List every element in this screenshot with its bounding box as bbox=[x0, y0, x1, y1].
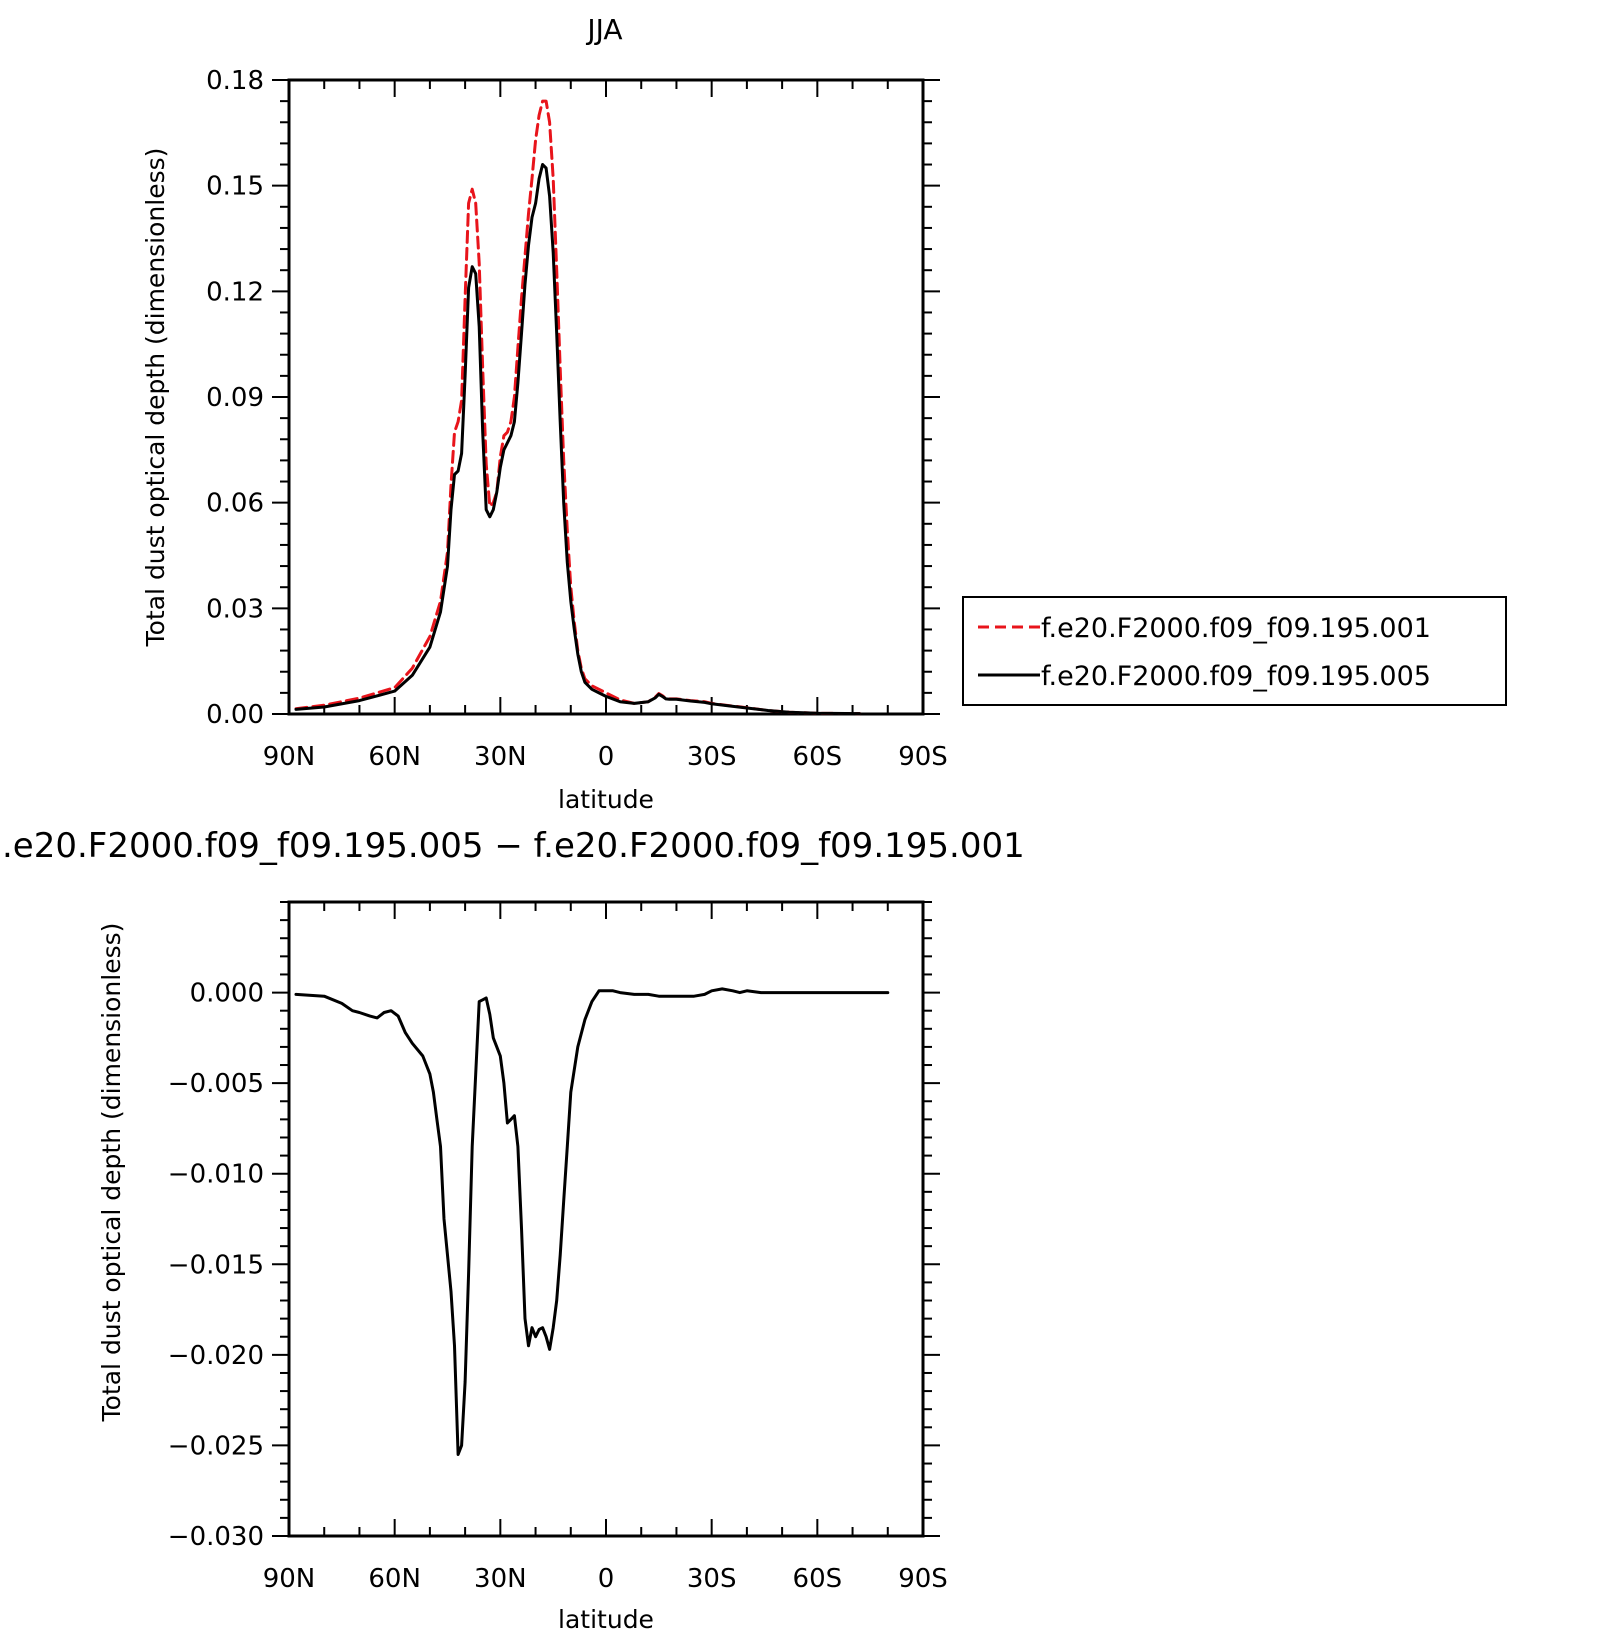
bottom-x-tick-label: 60S bbox=[793, 1564, 843, 1594]
bottom-y-tick-label: −0.030 bbox=[168, 1522, 264, 1552]
top-y-tick-label: 0.03 bbox=[206, 594, 264, 624]
bottom-x-tick-label: 0 bbox=[598, 1564, 615, 1594]
bottom-x-tick-label: 30N bbox=[474, 1564, 527, 1594]
top-series-line-2 bbox=[294, 163, 862, 716]
top-x-tick-label: 60N bbox=[368, 742, 421, 772]
legend: f.e20.F2000.f09_f09.195.001 f.e20.F2000.… bbox=[962, 596, 1507, 706]
top-panel: JJA 0.00 0.03 0.06 0.09 0.12 0.15 0.18 90N 60N 3… bbox=[141, 13, 948, 814]
top-x-tick-label: 0 bbox=[598, 742, 615, 772]
bottom-y-tick-label: −0.015 bbox=[168, 1250, 264, 1280]
top-series-line-1 bbox=[294, 99, 862, 716]
top-x-tick-label: 60S bbox=[793, 742, 843, 772]
top-y-tick-label: 0.06 bbox=[206, 489, 264, 519]
bottom-plot-frame bbox=[287, 900, 925, 1538]
top-y-tick-label: 0.18 bbox=[206, 66, 264, 96]
top-x-tick-label: 90N bbox=[263, 742, 316, 772]
top-x-tick-label: 30S bbox=[687, 742, 737, 772]
bottom-panel: .e20.F2000.f09_f09.195.005 − f.e20.F2000… bbox=[2, 826, 1025, 1634]
legend-label-001: f.e20.F2000.f09_f09.195.001 bbox=[1041, 613, 1431, 644]
bottom-x-tick-label: 60N bbox=[368, 1564, 421, 1594]
bottom-x-axis-label: latitude bbox=[558, 1605, 654, 1634]
top-y-tick-label: 0.09 bbox=[206, 383, 264, 413]
top-series-lines bbox=[294, 99, 862, 716]
top-x-axis-label: latitude bbox=[558, 785, 654, 814]
top-plot-frame bbox=[287, 78, 925, 716]
bottom-x-tick-label: 90S bbox=[898, 1564, 948, 1594]
bottom-series-line-1 bbox=[294, 987, 890, 1456]
top-x-tick-label: 30N bbox=[474, 742, 527, 772]
bottom-y-tick-label: −0.025 bbox=[168, 1431, 264, 1461]
top-y-axis-label: Total dust optical depth (dimensionless) bbox=[141, 148, 170, 648]
legend-label-005: f.e20.F2000.f09_f09.195.005 bbox=[1041, 661, 1431, 692]
bottom-y-tick-labels: 0.000 −0.005 −0.010 −0.015 −0.020 −0.025 −0.03… bbox=[168, 979, 264, 1552]
top-chart-title: JJA bbox=[585, 13, 622, 46]
top-axis-ticks bbox=[272, 79, 940, 715]
bottom-axis-ticks bbox=[272, 901, 940, 1537]
bottom-x-tick-labels: 90N 60N 30N 0 30S 60S 90S bbox=[263, 1564, 948, 1594]
top-y-tick-labels: 0.00 0.03 0.06 0.09 0.12 0.15 0.18 bbox=[206, 66, 264, 730]
legend-box bbox=[962, 596, 1507, 706]
top-y-tick-label: 0.00 bbox=[206, 700, 264, 730]
bottom-chart-title: .e20.F2000.f09_f09.195.005 − f.e20.F2000… bbox=[2, 826, 1025, 866]
bottom-y-tick-label: −0.020 bbox=[168, 1341, 264, 1371]
bottom-series-lines bbox=[294, 987, 890, 1456]
bottom-y-axis-label: Total dust optical depth (dimensionless) bbox=[97, 923, 126, 1423]
top-x-tick-labels: 90N 60N 30N 0 30S 60S 90S bbox=[263, 742, 948, 772]
bottom-y-tick-label: −0.005 bbox=[168, 1069, 264, 1099]
top-x-tick-label: 90S bbox=[898, 742, 948, 772]
bottom-x-tick-label: 30S bbox=[687, 1564, 737, 1594]
top-y-tick-label: 0.15 bbox=[206, 172, 264, 202]
top-y-tick-label: 0.12 bbox=[206, 277, 264, 307]
bottom-y-tick-label: −0.010 bbox=[168, 1160, 264, 1190]
bottom-y-tick-label: 0.000 bbox=[190, 979, 264, 1009]
bottom-x-tick-label: 90N bbox=[263, 1564, 316, 1594]
